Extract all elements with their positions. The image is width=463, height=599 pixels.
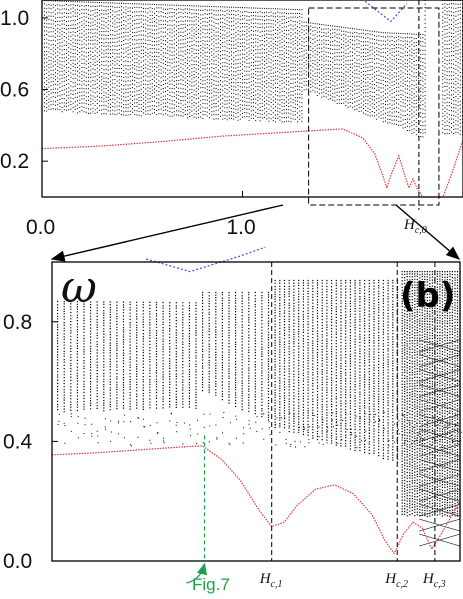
panel-a-frame [41, 0, 463, 198]
panel-b-frame [51, 261, 461, 562]
hc0-label-sub: c,0 [415, 225, 427, 236]
panel-b-ytick-label: 0.0 [3, 550, 32, 573]
hc-label: Hc,3 [422, 571, 446, 590]
panel-b-ytick-label: 0.4 [3, 430, 33, 453]
panel-b-blue-branch [146, 246, 266, 273]
hc-label-sub: c,1 [271, 579, 283, 590]
panel-a-ytick-label: 1.0 [0, 7, 29, 30]
panel-a-xtick-label: 1.0 [226, 216, 255, 239]
hc0-label-base: H [403, 217, 416, 233]
panel-b-label: (b) [400, 276, 455, 316]
hc-label-base: H [422, 571, 435, 587]
panel-a-red-branch [41, 128, 463, 198]
hc-label-sub: c,3 [434, 579, 446, 590]
zoom-connector-right [395, 204, 461, 260]
fig7-label: Fig.7 [192, 575, 230, 594]
panel-b-red-branch [51, 445, 461, 555]
panel-b: 0.80.40.0 ω (b) Hc,1 Hc,2 Hc,3 Fig.7 [3, 246, 463, 594]
panel-a-dot-cloud [44, 0, 463, 138]
zoom-connector-left [50, 204, 284, 262]
panel-a-ytick-label: 0.2 [0, 150, 29, 173]
hc-label: Hc,1 [259, 571, 283, 590]
panel-a: 1.0 0.6 0.2 0.0 1.0 Hc,0 [0, 0, 463, 239]
hc-label: Hc,2 [384, 571, 408, 590]
panel-b-dot-cloud [57, 271, 463, 547]
panel-b-ytick-label: 0.8 [3, 311, 32, 334]
omega-axis-label: ω [61, 262, 97, 313]
panel-a-xtick-label: 0.0 [26, 216, 55, 239]
hc-label-base: H [259, 571, 272, 587]
panel-a-blue-branch [362, 0, 408, 23]
panel-b-crossing-lines [419, 339, 461, 547]
hc-label-base: H [384, 571, 397, 587]
panel-a-level-dots [44, 0, 463, 138]
fig7-arrow-icon [186, 562, 208, 584]
panel-a-zoom-box [308, 7, 440, 206]
hc-label-sub: c,2 [396, 579, 408, 590]
panel-a-ytick-label: 0.6 [0, 79, 29, 102]
hc0-label: Hc,0 [403, 217, 427, 236]
